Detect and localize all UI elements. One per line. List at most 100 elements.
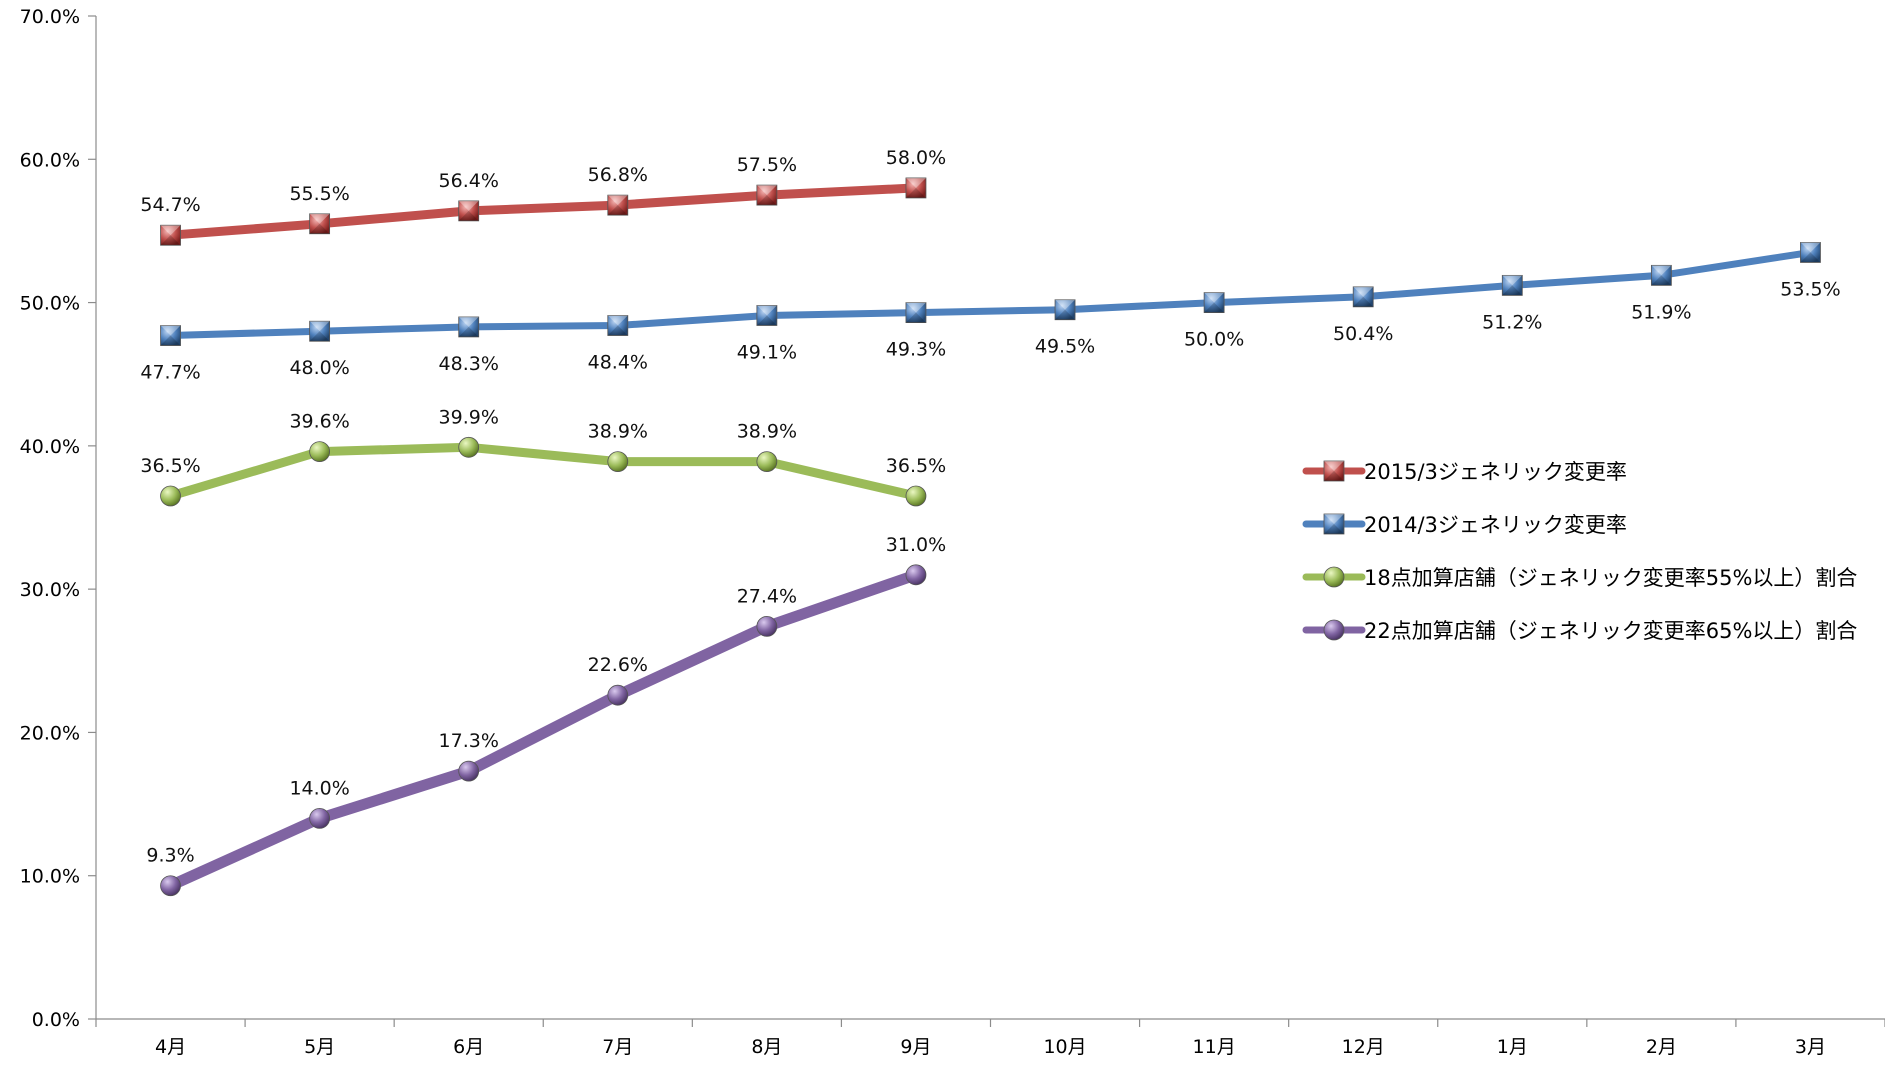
- x-tick-label: 2月: [1646, 1036, 1677, 1058]
- series-line: [166, 442, 921, 501]
- series-1: [160, 177, 927, 246]
- data-point: [1800, 242, 1821, 263]
- series-4: [160, 564, 927, 897]
- y-axis-ticks: 0.0% 10.0% 20.0% 30.0% 40.0% 50.0% 60.0% 70.0%: [20, 6, 96, 1031]
- x-tick-label: 7月: [602, 1036, 633, 1058]
- x-tick-label: 9月: [900, 1036, 931, 1058]
- x-tick-label: 11月: [1193, 1036, 1236, 1058]
- data-label: 14.0%: [289, 777, 349, 799]
- x-tick-label: 1月: [1497, 1036, 1528, 1058]
- data-label: 38.9%: [588, 421, 648, 443]
- data-point: [607, 684, 629, 706]
- x-tick-label: 12月: [1342, 1036, 1385, 1058]
- legend-label: 18点加算店舗（ジェネリック変更率55%以上）割合: [1364, 566, 1857, 590]
- data-label: 36.5%: [886, 455, 946, 477]
- data-label: 9.3%: [146, 845, 194, 867]
- y-tick-label: 60.0%: [20, 149, 80, 171]
- data-point: [458, 200, 480, 222]
- y-tick-label: 50.0%: [20, 293, 80, 315]
- x-tick-label: 10月: [1043, 1036, 1086, 1058]
- data-point: [458, 760, 480, 782]
- legend-marker: [1323, 513, 1345, 535]
- data-label: 48.4%: [588, 351, 648, 373]
- data-label: 50.4%: [1333, 323, 1393, 345]
- data-labels: 54.7% 55.5% 56.4% 56.8% 57.5% 58.0% 47.7% 48.0%…: [140, 147, 1840, 867]
- data-label: 22.6%: [588, 654, 648, 676]
- series-layer: [160, 177, 1821, 897]
- legend-item: 2015/3ジェネリック変更率: [1302, 460, 1627, 484]
- data-point: [607, 315, 629, 336]
- data-point: [607, 451, 629, 473]
- legend-label: 2014/3ジェネリック変更率: [1364, 513, 1627, 537]
- data-label: 48.3%: [439, 353, 499, 375]
- data-point: [1352, 286, 1374, 308]
- data-point: [905, 302, 927, 324]
- data-label: 56.8%: [588, 164, 648, 186]
- data-label: 39.9%: [439, 406, 499, 428]
- data-label: 38.9%: [737, 421, 797, 443]
- data-label: 49.5%: [1035, 336, 1095, 358]
- y-tick-label: 30.0%: [20, 579, 80, 601]
- y-tick-label: 40.0%: [20, 436, 80, 458]
- data-point: [160, 325, 181, 346]
- data-label: 58.0%: [886, 147, 946, 169]
- data-point: [160, 485, 181, 507]
- x-tick-label: 3月: [1795, 1036, 1826, 1058]
- data-point: [756, 184, 778, 206]
- data-point: [160, 875, 181, 897]
- series-line: [166, 183, 921, 240]
- data-point: [905, 485, 927, 507]
- legend-item: 22点加算店舗（ジェネリック変更率65%以上）割合: [1302, 619, 1857, 643]
- data-label: 47.7%: [140, 362, 200, 384]
- data-label: 27.4%: [737, 585, 797, 607]
- data-label: 56.4%: [439, 170, 499, 192]
- data-label: 54.7%: [140, 194, 200, 216]
- series-3: [160, 436, 927, 507]
- y-tick-label: 70.0%: [20, 6, 80, 28]
- data-label: 51.2%: [1482, 311, 1542, 333]
- data-label: 39.6%: [289, 411, 349, 433]
- legend-label: 22点加算店舗（ジェネリック変更率65%以上）割合: [1364, 619, 1857, 643]
- x-tick-label: 8月: [751, 1036, 782, 1058]
- data-label: 17.3%: [439, 730, 499, 752]
- data-point: [160, 224, 181, 246]
- x-tick-label: 4月: [155, 1036, 186, 1058]
- data-point: [458, 316, 480, 338]
- data-point: [1501, 274, 1523, 296]
- data-point: [1203, 292, 1225, 313]
- legend-label: 2015/3ジェネリック変更率: [1364, 460, 1627, 484]
- data-point: [756, 615, 778, 637]
- legend-marker: [1323, 566, 1345, 588]
- legend-marker: [1323, 619, 1345, 641]
- series-line: [167, 248, 1814, 339]
- x-tick-label: 6月: [453, 1036, 484, 1058]
- legend-item: 2014/3ジェネリック変更率: [1302, 513, 1627, 537]
- data-label: 50.0%: [1184, 329, 1244, 351]
- data-point: [458, 436, 480, 458]
- y-tick-label: 10.0%: [20, 866, 80, 888]
- x-tick-label: 5月: [304, 1036, 335, 1058]
- data-point: [905, 564, 927, 586]
- data-point: [309, 808, 331, 829]
- data-label: 48.0%: [289, 357, 349, 379]
- legend: 2015/3ジェネリック変更率 2014/3ジェネリック変更率 18点加算店舗（ジェ…: [1302, 460, 1857, 643]
- data-label: 36.5%: [140, 455, 200, 477]
- legend-item: 18点加算店舗（ジェネリック変更率55%以上）割合: [1302, 566, 1857, 590]
- data-label: 51.9%: [1631, 301, 1691, 323]
- data-label: 49.1%: [737, 341, 797, 363]
- data-label: 57.5%: [737, 154, 797, 176]
- legend-marker: [1323, 460, 1345, 482]
- data-point: [309, 441, 331, 462]
- data-point: [607, 194, 629, 216]
- series-2: [160, 242, 1821, 346]
- data-point: [905, 177, 927, 199]
- series-line: [165, 569, 922, 892]
- data-label: 49.3%: [886, 339, 946, 361]
- data-point: [756, 305, 778, 326]
- data-point: [1054, 299, 1076, 321]
- data-label: 31.0%: [886, 534, 946, 556]
- data-point: [756, 451, 778, 473]
- data-point: [1650, 264, 1672, 286]
- y-tick-label: 20.0%: [20, 722, 80, 744]
